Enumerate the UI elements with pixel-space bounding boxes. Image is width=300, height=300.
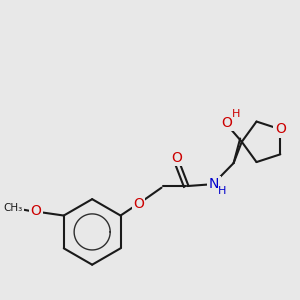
Text: O: O [31,204,41,218]
Text: H: H [232,109,240,119]
Text: O: O [171,151,182,164]
Text: H: H [218,186,226,196]
Text: O: O [133,197,144,211]
Text: O: O [275,122,286,136]
Text: CH₃: CH₃ [3,203,22,213]
Text: O: O [222,116,232,130]
Text: N: N [209,177,219,191]
